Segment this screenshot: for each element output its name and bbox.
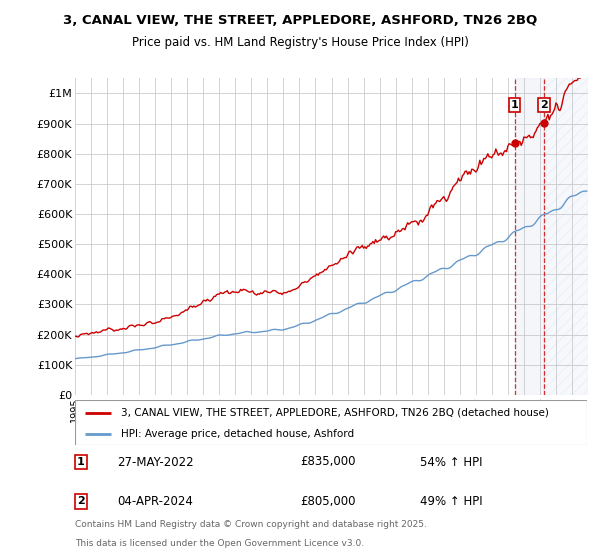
Text: 1: 1 (511, 100, 518, 110)
Bar (544, 78, 588, 395)
Text: HPI: Average price, detached house, Ashford: HPI: Average price, detached house, Ashf… (121, 429, 354, 439)
Text: 54% ↑ HPI: 54% ↑ HPI (420, 455, 482, 469)
Text: Contains HM Land Registry data © Crown copyright and database right 2025.: Contains HM Land Registry data © Crown c… (75, 520, 427, 529)
Text: 49% ↑ HPI: 49% ↑ HPI (420, 494, 482, 508)
Bar (515, 78, 544, 395)
Text: £835,000: £835,000 (300, 455, 355, 469)
FancyBboxPatch shape (75, 400, 587, 445)
Text: 27-MAY-2022: 27-MAY-2022 (117, 455, 194, 469)
Text: 04-APR-2024: 04-APR-2024 (117, 494, 193, 508)
Text: Price paid vs. HM Land Registry's House Price Index (HPI): Price paid vs. HM Land Registry's House … (131, 36, 469, 49)
Text: 1: 1 (77, 457, 85, 467)
Text: 2: 2 (540, 100, 548, 110)
Text: 3, CANAL VIEW, THE STREET, APPLEDORE, ASHFORD, TN26 2BQ (detached house): 3, CANAL VIEW, THE STREET, APPLEDORE, AS… (121, 408, 549, 418)
Text: This data is licensed under the Open Government Licence v3.0.: This data is licensed under the Open Gov… (75, 539, 364, 548)
Text: 3, CANAL VIEW, THE STREET, APPLEDORE, ASHFORD, TN26 2BQ: 3, CANAL VIEW, THE STREET, APPLEDORE, AS… (63, 14, 537, 27)
Text: 2: 2 (77, 496, 85, 506)
Text: £805,000: £805,000 (300, 494, 355, 508)
